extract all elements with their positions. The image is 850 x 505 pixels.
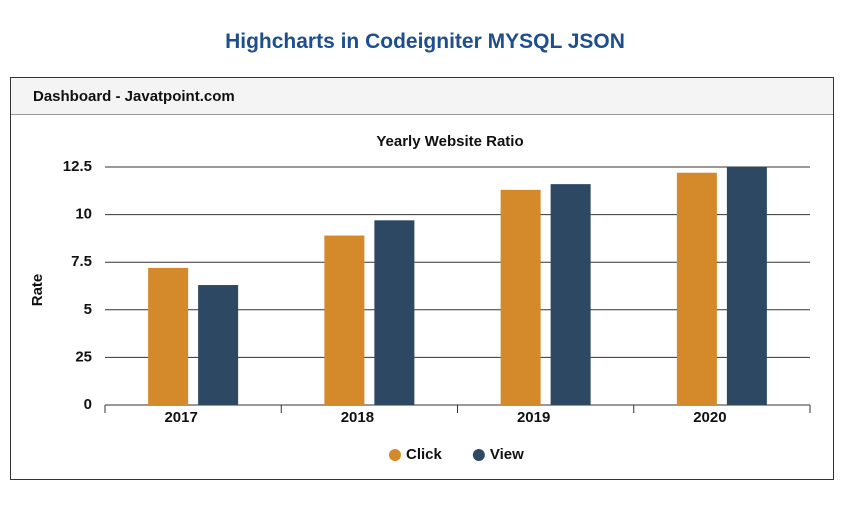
y-tick-label: 12.5 [63,158,92,175]
x-tick-label: 2018 [341,409,374,426]
y-tick-label: 0 [84,396,92,413]
legend-marker [472,449,485,461]
y-tick-label: 5 [84,301,92,318]
bar [374,220,415,405]
y-tick-label: 10 [75,206,92,223]
bar [550,184,591,405]
legend-marker [389,449,401,461]
page-title: Highcharts in Codeigniter MYSQL JSON [225,30,625,53]
bar [324,235,365,405]
y-axis-label: Rate [29,274,46,307]
bar [148,267,189,405]
bar [726,167,767,405]
bar [500,189,541,405]
y-tick-label: 7.5 [71,253,92,270]
x-tick-label: 2017 [164,409,197,426]
chart-title: Yearly Website Ratio [376,133,523,150]
panel: Dashboard - Javatpoint.com [10,77,834,480]
y-tick-label: 25 [75,348,92,365]
legend-label[interactable]: View [490,446,524,463]
x-tick-label: 2019 [517,409,550,426]
legend-label[interactable]: Click [406,446,443,463]
bar [198,285,239,405]
panel-header: Dashboard - Javatpoint.com [11,78,833,115]
bar [676,172,717,405]
x-tick-label: 2020 [693,409,726,426]
